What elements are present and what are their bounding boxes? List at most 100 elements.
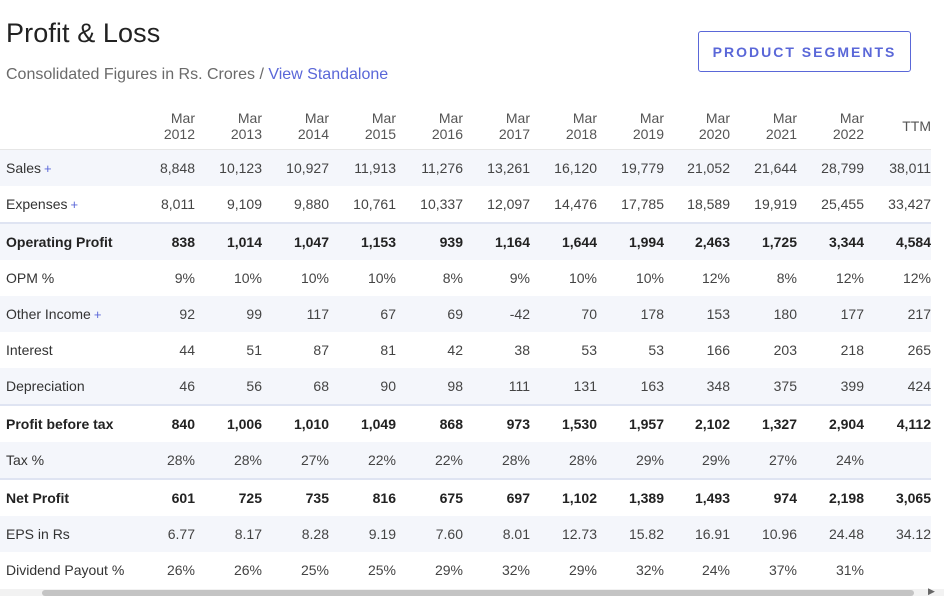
table-row: OPM % 9% 10% 10% 10% 8% 9% 10% 10% 12% 8% 12% 12%: [0, 260, 931, 296]
table-cell: 399: [797, 368, 864, 405]
table-cell: 10,123: [195, 149, 262, 186]
table-cell: 8.01: [463, 516, 530, 552]
table-cell: 1,014: [195, 222, 262, 260]
row-label: Net Profit: [0, 478, 126, 516]
figures-note: Consolidated Figures in Rs. Crores: [6, 66, 255, 83]
column-header: Mar 2013: [195, 102, 262, 150]
table-cell: 348: [664, 368, 730, 405]
table-cell: 1,049: [329, 404, 396, 442]
row-label-text: Sales: [6, 160, 42, 176]
table-row[interactable]: Expenses +8,011 9,109 9,880 10,761 10,337 12,0…: [0, 186, 931, 223]
column-header: TTM: [864, 102, 931, 150]
table-cell: 166: [706, 342, 730, 358]
table-cell: 53: [581, 342, 597, 358]
table-cell: 1,047: [262, 222, 329, 260]
page-title: Profit & Loss: [6, 18, 161, 48]
table-cell: 16.91: [664, 516, 730, 552]
column-header-line1: Mar: [304, 109, 329, 126]
table-cell: 217: [864, 296, 931, 332]
table-cell: 1,006: [195, 404, 262, 442]
column-header: Mar 2015: [329, 102, 396, 150]
column-header-line1: Mar: [772, 109, 797, 126]
table-cell: 180: [730, 296, 797, 332]
table-cell: 675: [396, 478, 463, 516]
table-cell: 27%: [262, 442, 329, 479]
table-cell: 9,880: [293, 196, 329, 212]
column-header-line2: 2022: [832, 125, 864, 142]
column-header-line2: 2018: [565, 125, 597, 142]
table-cell: 28,799: [797, 149, 864, 186]
column-header-line2: 2021: [765, 125, 797, 142]
table-cell: 131: [530, 368, 597, 405]
table-cell: 38,011: [864, 149, 931, 186]
table-cell: 87: [313, 342, 329, 358]
table-row[interactable]: Other Income +92 99 117 67 69 -42 70 178 153 180 17…: [0, 296, 931, 332]
column-header-line1: Mar: [839, 109, 864, 126]
table-cell: 1,957: [597, 404, 664, 442]
table-cell: 3,344: [797, 222, 864, 260]
table-cell: 15.82: [597, 516, 664, 552]
table-cell: 153: [664, 296, 730, 332]
table-cell: 19,919: [754, 196, 797, 212]
table-cell: 974: [730, 478, 797, 516]
table-cell: 69: [396, 296, 463, 332]
table-cell: 1,725: [730, 222, 797, 260]
table-cell: 12%: [835, 270, 864, 286]
column-header: Mar 2021: [730, 102, 797, 150]
table-cell: 46: [126, 368, 195, 405]
table-cell: [864, 442, 931, 479]
table-cell: 10,337: [420, 196, 463, 212]
column-header-line1: Mar: [572, 109, 597, 126]
table-cell: 51: [246, 342, 262, 358]
row-label: OPM %: [0, 260, 126, 296]
table-row: Profit before tax 840 1,006 1,010 1,049 868 97…: [0, 404, 931, 442]
table-cell: 840: [126, 404, 195, 442]
row-label[interactable]: Expenses +: [0, 186, 126, 223]
table-cell: 725: [195, 478, 262, 516]
table-cell: 9%: [509, 270, 530, 286]
table-cell: 9.19: [329, 516, 396, 552]
column-header-line2: 2017: [498, 125, 530, 142]
table-row[interactable]: Sales +8,848 10,123 10,927 11,913 11,276 13,26…: [0, 149, 931, 186]
table-row: Net Profit 601 725 735 816 675 697 1,102 1,389 1,…: [0, 478, 931, 516]
row-label[interactable]: Sales +: [0, 149, 126, 186]
scrollbar-thumb[interactable]: [42, 590, 914, 596]
table-cell: 37%: [768, 562, 797, 578]
table-cell: 13,261: [463, 149, 530, 186]
product-segments-button[interactable]: PRODUCT SEGMENTS: [698, 31, 911, 72]
table-cell: 8%: [442, 270, 463, 286]
profit-loss-table: Mar 2012 Mar 2013 Mar 2014 Mar 2015 Mar 2016 Mar 20…: [0, 102, 931, 588]
column-header-line2: 2020: [698, 125, 730, 142]
table-cell: 1,389: [597, 478, 664, 516]
table-cell: 2,102: [664, 404, 730, 442]
row-label: Profit before tax: [0, 404, 126, 442]
table-cell: 4,112: [864, 404, 931, 442]
table-cell: 25,455: [821, 196, 864, 212]
table-cell: 68: [262, 368, 329, 405]
table-cell: 21,052: [664, 149, 730, 186]
table-cell: 10.96: [730, 516, 797, 552]
row-label-text: OPM %: [6, 270, 55, 286]
row-label-text: Net Profit: [6, 490, 69, 506]
scroll-right-icon[interactable]: ▶: [928, 586, 935, 596]
table-cell: 601: [126, 478, 195, 516]
table-cell: 99: [195, 296, 262, 332]
table-cell: 8.28: [262, 516, 329, 552]
table-cell: 203: [773, 342, 797, 358]
view-standalone-link[interactable]: View Standalone: [268, 66, 389, 83]
expand-plus-icon[interactable]: +: [70, 197, 79, 212]
column-header-line1: Mar: [170, 109, 195, 126]
table-cell: 24.48: [797, 516, 864, 552]
expand-plus-icon[interactable]: +: [93, 307, 102, 322]
table-cell: 424: [864, 368, 931, 405]
row-label-text: Depreciation: [6, 378, 85, 394]
table-row: Depreciation 46 56 68 90 98 111 131 163 348 375 399…: [0, 368, 931, 405]
table-cell: 10%: [635, 270, 664, 286]
expand-plus-icon[interactable]: +: [44, 161, 52, 176]
table-cell: 28%: [530, 442, 597, 479]
table-cell: 25%: [300, 562, 329, 578]
table-cell: 2,463: [664, 222, 730, 260]
row-label: Dividend Payout %: [0, 552, 126, 588]
table-cell: 27%: [730, 442, 797, 479]
row-label[interactable]: Other Income +: [0, 296, 126, 332]
